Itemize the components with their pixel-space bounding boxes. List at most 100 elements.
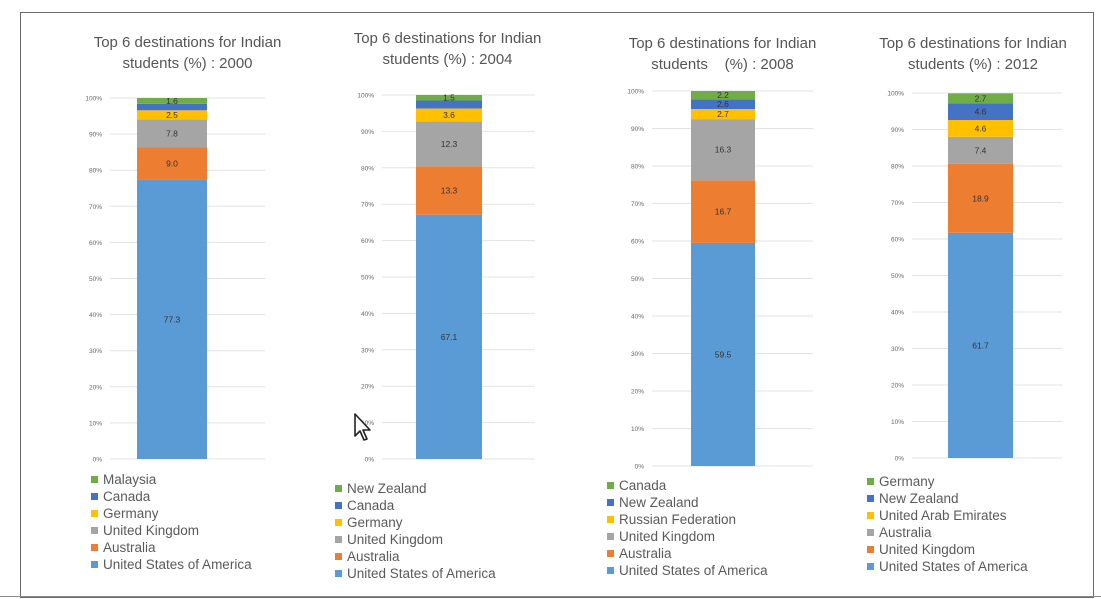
bar-segment [137, 103, 207, 111]
legend-swatch [335, 553, 342, 560]
y-tick-label: 10% [361, 420, 374, 427]
legend-swatch [607, 567, 614, 574]
bar-segment [691, 91, 755, 100]
legend-swatch [91, 561, 98, 568]
legend-swatch [91, 527, 98, 534]
y-tick-label: 60% [631, 239, 644, 246]
bar-segment [416, 100, 482, 109]
legend-swatch [867, 512, 874, 519]
y-tick-label: 20% [89, 384, 102, 391]
chart-title: Top 6 destinations for Indian students (%… [840, 33, 1101, 75]
data-label: 59.5 [715, 349, 732, 359]
chart-title-line: Top 6 destinations for Indian [628, 35, 817, 52]
y-tick-label: 90% [89, 132, 102, 139]
chart-title-line: Top 6 destinations for Indian [879, 35, 1067, 52]
y-tick-label: 0% [635, 464, 645, 471]
y-tick-label: 30% [89, 348, 102, 355]
legend-label: United States of America [879, 559, 1028, 574]
legend-label: United Arab Emirates [879, 508, 1007, 523]
data-label: 16.3 [715, 145, 732, 155]
bar-segment [948, 120, 1013, 137]
legend-label: Canada [347, 498, 395, 513]
legend-swatch [91, 476, 98, 483]
y-tick-label: 100% [85, 96, 102, 103]
legend-label: Australia [619, 546, 672, 561]
y-tick-label: 10% [631, 426, 644, 433]
legend-label: New Zealand [619, 495, 699, 510]
y-tick-label: 40% [891, 310, 904, 317]
data-label: 1.5 [443, 93, 455, 103]
bar-segment [416, 95, 482, 101]
chart-title: Top 6 destinations for Indian students (%… [585, 33, 860, 75]
chart-panel: Top 6 destinations for Indian students (%… [40, 0, 305, 599]
y-tick-label: 50% [631, 276, 644, 283]
y-tick-label: 100% [357, 93, 374, 100]
legend-label: Germany [879, 474, 935, 489]
legend-label: New Zealand [347, 481, 427, 496]
data-label: 2.2 [717, 90, 729, 100]
y-tick-label: 100% [887, 91, 904, 98]
y-tick-label: 90% [361, 129, 374, 136]
legend-label: Canada [103, 489, 151, 504]
bar-segment [416, 166, 482, 215]
chart-title: Top 6 destinations for Indian students (%… [310, 28, 585, 70]
data-label: 9.0 [166, 159, 178, 169]
legend-swatch [607, 482, 614, 489]
bar-segment [691, 109, 755, 120]
chart-title-line: Top 6 destinations for Indian [93, 34, 282, 51]
chart-title-line: students (%) : 2000 [122, 55, 253, 72]
legend-label: Malaysia [103, 472, 157, 487]
legend-label: Canada [619, 478, 667, 493]
y-tick-label: 10% [89, 420, 102, 427]
bar-segment [137, 179, 207, 459]
data-label: 16.7 [715, 207, 732, 217]
y-tick-label: 20% [361, 384, 374, 391]
y-tick-label: 80% [361, 165, 374, 172]
legend-swatch [335, 536, 342, 543]
legend-label: Australia [347, 549, 400, 564]
data-label: 1.6 [166, 96, 178, 106]
legend-label: United States of America [103, 557, 252, 572]
bar-segment [948, 136, 1013, 164]
y-tick-label: 0% [895, 456, 905, 463]
chart-title-line: students (%) : 2012 [907, 56, 1039, 73]
bar-segment [691, 242, 755, 466]
data-label: 3.6 [443, 110, 455, 120]
y-tick-label: 60% [89, 240, 102, 247]
bar-segment [948, 93, 1013, 104]
bottom-divider [0, 596, 1101, 597]
bar-segment [691, 180, 755, 243]
data-label: 4.6 [975, 107, 987, 117]
data-label: 7.8 [166, 128, 178, 138]
bar-segment [416, 214, 482, 459]
legend-label: New Zealand [879, 491, 959, 506]
bar-segment [691, 99, 755, 109]
legend-swatch [867, 529, 874, 536]
chart-panel: Top 6 destinations for Indian students (%… [585, 0, 850, 599]
bar-segment [416, 121, 482, 167]
legend-swatch [607, 550, 614, 557]
y-tick-label: 30% [891, 346, 904, 353]
mouse-cursor-icon [353, 412, 375, 447]
y-tick-label: 60% [361, 238, 374, 245]
legend-swatch [607, 516, 614, 523]
data-label: 13.3 [441, 186, 458, 196]
slide-frame [20, 12, 1094, 598]
bar-segment [691, 119, 755, 181]
legend-label: United Kingdom [619, 529, 716, 544]
legend-label: Australia [103, 540, 156, 555]
chart-panel: Top 6 destinations for Indian students (%… [310, 0, 575, 599]
legend-swatch [91, 493, 98, 500]
y-tick-label: 20% [891, 383, 904, 390]
legend-label: Australia [879, 525, 932, 540]
legend-label: United Kingdom [103, 523, 200, 538]
y-tick-label: 80% [631, 164, 644, 171]
y-tick-label: 80% [891, 164, 904, 171]
legend-swatch [335, 502, 342, 509]
legend-swatch [335, 570, 342, 577]
stacked-bar-chart: 0% 10% 20% 30% 40% 50% 60% 70% 80% 90% 100% 77.3 9.0… [85, 96, 265, 464]
bar-segment [948, 103, 1013, 121]
y-tick-label: 40% [361, 311, 374, 318]
data-label: 12.3 [441, 139, 458, 149]
legend-label: Germany [347, 515, 403, 530]
